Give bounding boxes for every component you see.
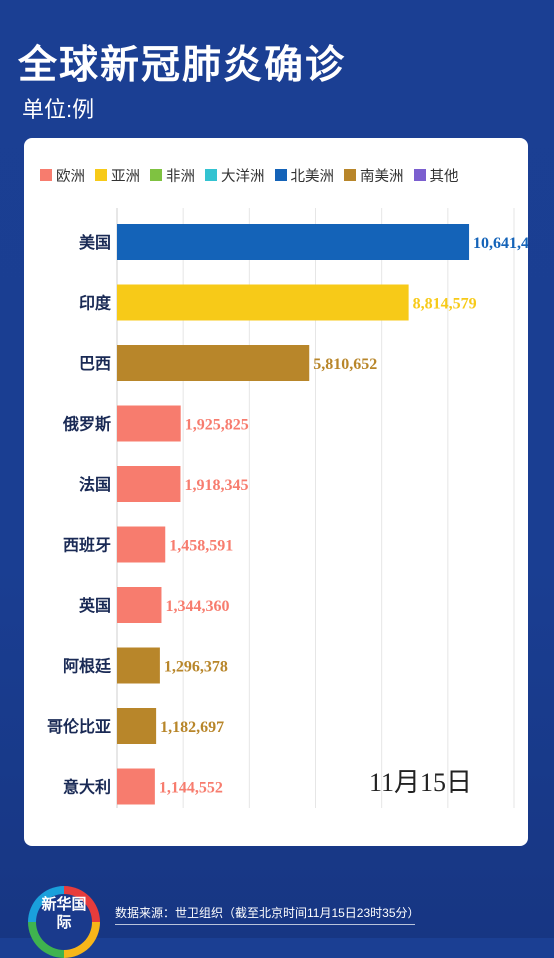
- bar: [117, 708, 157, 744]
- bar: [117, 466, 181, 502]
- data-source: 数据来源：世卫组织（截至北京时间11月15日23时35分）: [115, 906, 420, 920]
- page-title: 全球新冠肺炎确诊: [18, 44, 347, 87]
- legend-label: 南美洲: [360, 168, 404, 185]
- bar: [117, 405, 181, 442]
- legend-swatch: [95, 169, 107, 181]
- bar: [117, 284, 409, 321]
- date-label: 11月15日: [369, 768, 473, 797]
- chart-legend: 欧洲 亚洲 非洲 大洋洲 北美洲 南美洲 其他: [40, 164, 520, 186]
- bar: [117, 224, 470, 260]
- chart-card: 欧洲 亚洲 非洲 大洋洲 北美洲 南美洲 其他 美国 10,641,431 印度 8,814,57…: [24, 138, 528, 846]
- category-label: 西班牙: [63, 536, 111, 555]
- legend-swatch: [150, 169, 162, 181]
- xinhua-international-logo: 新华国际: [28, 886, 100, 958]
- unit-label: 单位:例: [22, 97, 95, 122]
- value-label: 1,458,591: [169, 538, 233, 555]
- category-label: 俄罗斯: [62, 415, 111, 434]
- value-label: 1,182,697: [160, 719, 224, 736]
- legend-label: 非洲: [166, 168, 195, 185]
- category-label: 法国: [79, 475, 111, 494]
- value-label: 5,810,652: [313, 356, 377, 373]
- legend-swatch: [274, 169, 287, 181]
- legend-item: 其他: [413, 165, 459, 186]
- category-label: 英国: [78, 596, 111, 615]
- legend-swatch: [40, 169, 52, 181]
- category-label: 哥伦比亚: [47, 717, 111, 736]
- bar: [117, 768, 155, 805]
- legend-label: 亚洲: [111, 168, 140, 185]
- category-label: 美国: [79, 233, 111, 252]
- category-label: 意大利: [63, 778, 111, 797]
- bar: [117, 647, 160, 684]
- footer-underline: [115, 924, 415, 925]
- legend-swatch: [344, 169, 356, 181]
- bar: [117, 587, 162, 623]
- value-label: 1,296,378: [164, 659, 228, 676]
- value-label: 1,925,825: [185, 417, 249, 434]
- logo-text: 新华国际: [36, 894, 92, 950]
- legend-label: 大洋洲: [221, 168, 265, 185]
- legend-swatch: [205, 169, 217, 181]
- legend-item: 大洋洲: [205, 165, 265, 186]
- category-label: 巴西: [79, 355, 111, 373]
- category-label: 印度: [79, 294, 112, 313]
- legend-label: 北美洲: [290, 168, 335, 185]
- value-label: 1,144,552: [159, 780, 223, 797]
- bar: [117, 345, 310, 381]
- legend-item: 亚洲: [95, 165, 140, 186]
- value-label: 10,641,431: [473, 235, 528, 252]
- bar: [117, 526, 166, 563]
- legend-item: 北美洲: [274, 165, 335, 186]
- legend-item: 非洲: [150, 165, 195, 186]
- legend-item: 欧洲: [40, 165, 85, 186]
- legend-label: 其他: [429, 168, 459, 185]
- value-label: 1,918,345: [184, 477, 248, 494]
- bar-chart: 美国 10,641,431 印度 8,814,579 巴西 5,810,652 俄罗斯 1,9…: [47, 208, 528, 808]
- category-label: 阿根廷: [63, 657, 112, 676]
- value-label: 1,344,360: [165, 598, 229, 615]
- legend-swatch: [413, 169, 426, 181]
- legend-label: 欧洲: [56, 168, 85, 185]
- value-label: 8,814,579: [413, 296, 477, 313]
- legend-item: 南美洲: [344, 165, 404, 186]
